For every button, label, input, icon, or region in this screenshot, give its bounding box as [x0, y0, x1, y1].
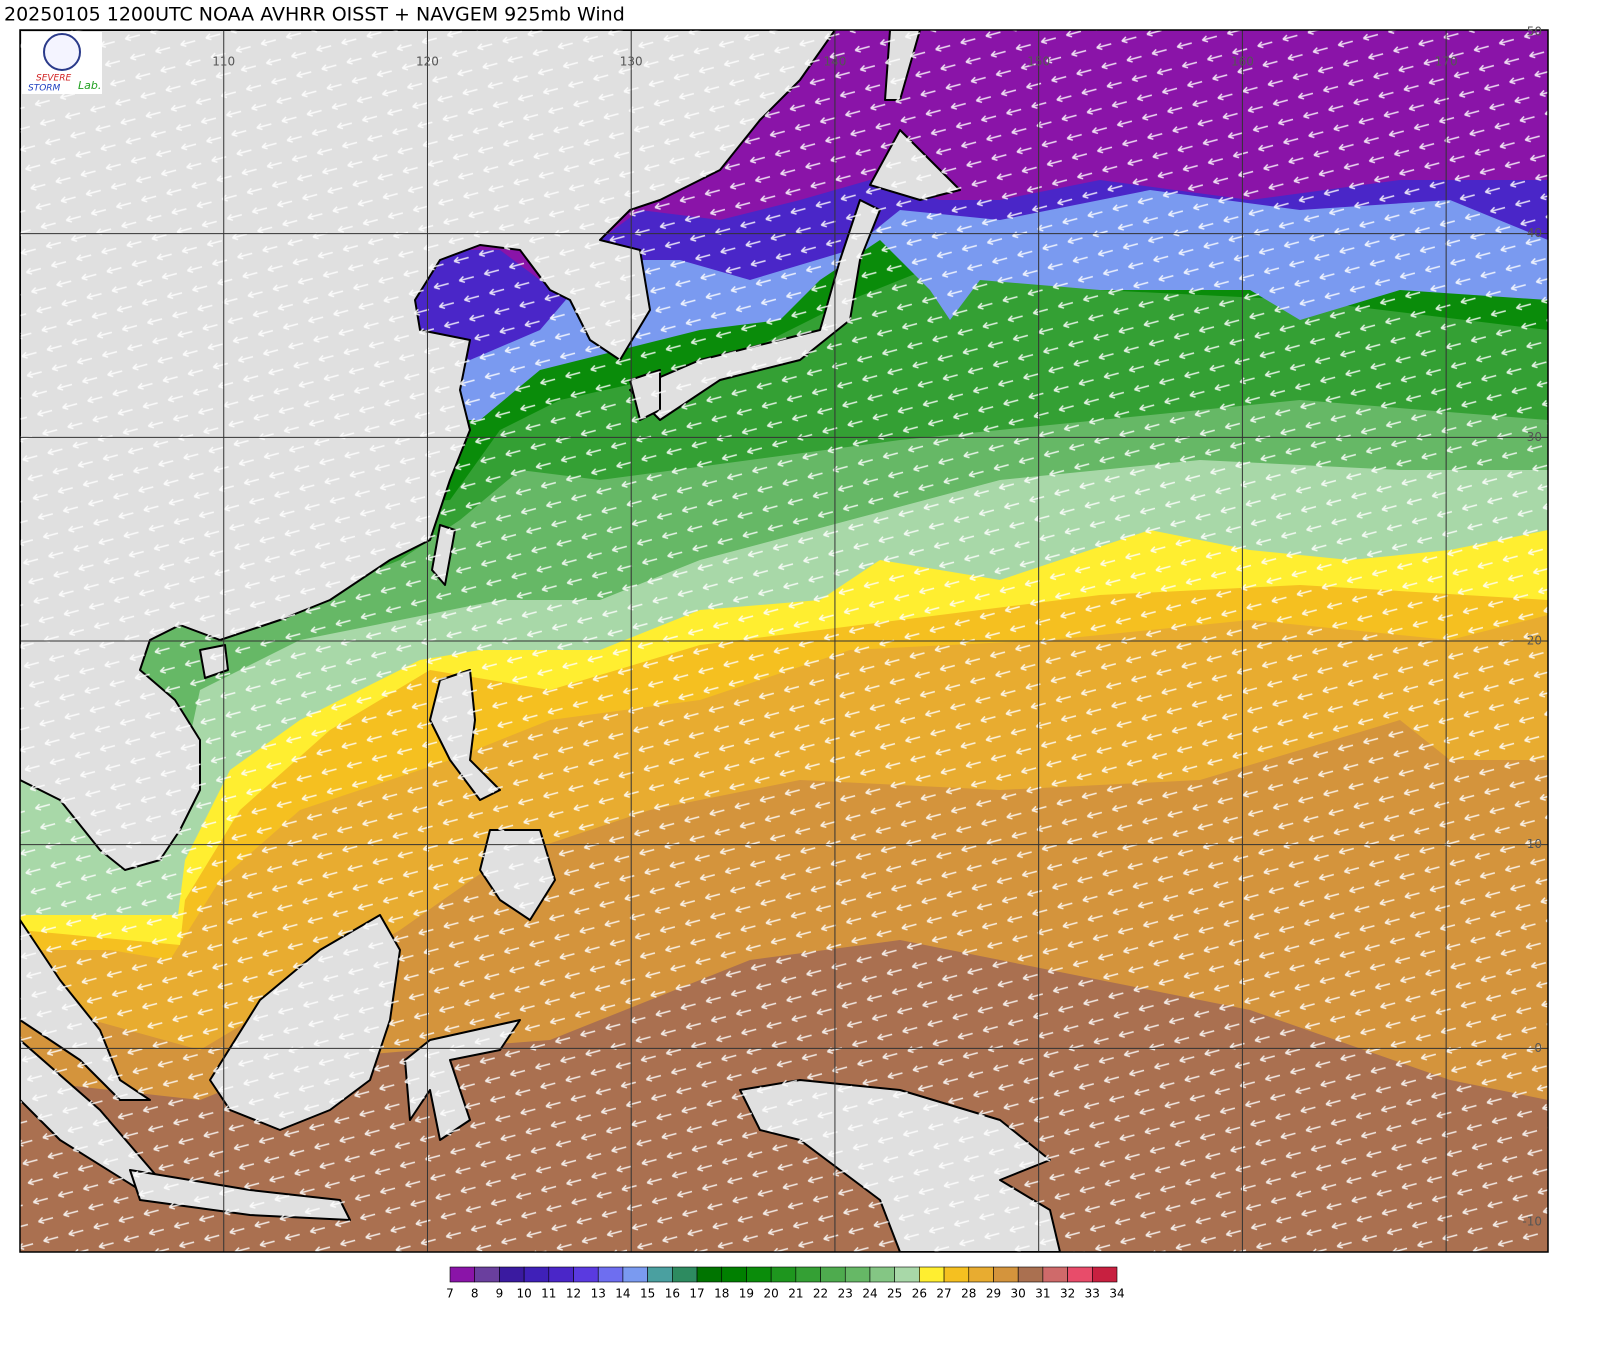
colorbar-label: 15: [640, 1287, 655, 1301]
lat-label: 0: [1534, 1041, 1542, 1055]
lat-label: 50: [1527, 25, 1542, 39]
colorbar-label: 31: [1035, 1287, 1050, 1301]
colorbar-swatch: [1042, 1266, 1068, 1283]
colorbar-label: 30: [1011, 1287, 1026, 1301]
colorbar-label: 8: [471, 1287, 479, 1301]
colorbar-swatch: [647, 1266, 673, 1283]
colorbar-label: 21: [788, 1287, 803, 1301]
colorbar-swatch: [672, 1266, 698, 1283]
colorbar-label: 23: [838, 1287, 853, 1301]
map-title: 20250105 1200UTC NOAA AVHRR OISST + NAVG…: [4, 4, 625, 26]
colorbar-label: 28: [961, 1287, 976, 1301]
lat-label: 20: [1527, 634, 1542, 648]
logo-text: SEVERE: [36, 74, 71, 84]
colorbar-swatch: [993, 1266, 1019, 1283]
map-area: [20, 30, 1548, 1252]
colorbar-label: 10: [516, 1287, 531, 1301]
lon-label: 120: [416, 55, 439, 69]
lat-label: 40: [1527, 226, 1542, 240]
colorbar-swatch: [696, 1266, 723, 1283]
colorbar-swatch: [1017, 1266, 1044, 1283]
colorbar-swatch: [548, 1266, 574, 1283]
colorbar-swatch: [919, 1266, 945, 1283]
colorbar-swatch: [820, 1266, 846, 1283]
colorbar-label: 13: [591, 1287, 606, 1301]
colorbar-label: 11: [541, 1287, 556, 1301]
lon-label: 170: [1435, 55, 1458, 69]
colorbar-swatch: [573, 1266, 599, 1283]
lat-label: -10: [1522, 1215, 1542, 1229]
logo: SEVERE STORM Lab.: [22, 32, 102, 94]
colorbar-swatch: [1067, 1266, 1093, 1283]
colorbar-label: 29: [986, 1287, 1001, 1301]
colorbar-swatch: [721, 1266, 747, 1283]
colorbar-swatch: [844, 1266, 871, 1283]
colorbar-swatch: [869, 1266, 895, 1283]
lon-label: 140: [823, 55, 846, 69]
colorbar-swatch: [523, 1266, 550, 1283]
colorbar-swatch: [943, 1266, 970, 1283]
lon-label: 130: [620, 55, 643, 69]
colorbar-label: 19: [739, 1287, 754, 1301]
colorbar-swatch: [597, 1266, 624, 1283]
colorbar-label: 22: [813, 1287, 828, 1301]
colorbar-label: 12: [566, 1287, 581, 1301]
colorbar-swatch: [449, 1266, 476, 1283]
colorbar-swatch: [499, 1266, 525, 1283]
coordinate-labels: 110 120 130 140 150 160 170 50 40 30 20 10 0 -10: [212, 25, 1542, 1229]
colorbar-label: 33: [1085, 1287, 1100, 1301]
colorbar-label: 25: [887, 1287, 902, 1301]
colorbar-swatch: [894, 1266, 920, 1283]
colorbar-swatch: [746, 1266, 772, 1283]
colorbar-label: 32: [1060, 1287, 1075, 1301]
colorbar-label: 26: [912, 1287, 927, 1301]
colorbar-swatch: [968, 1266, 994, 1283]
logo-emblem: [43, 33, 81, 71]
colorbar-label: 18: [714, 1287, 729, 1301]
colorbar-label: 17: [689, 1287, 704, 1301]
lon-label: 160: [1231, 55, 1254, 69]
colorbar-label: 7: [446, 1287, 454, 1301]
colorbar-swatch: [474, 1266, 500, 1283]
lon-label: 150: [1027, 55, 1050, 69]
lat-label: 30: [1527, 430, 1542, 444]
colorbar-label: 24: [862, 1287, 877, 1301]
lat-label: 10: [1527, 837, 1542, 851]
colorbar-label: 14: [615, 1287, 630, 1301]
colorbar-label: 27: [936, 1287, 951, 1301]
colorbar-label: 16: [665, 1287, 680, 1301]
colorbar-swatch: [795, 1266, 821, 1283]
colorbar-label: 34: [1109, 1287, 1124, 1301]
colorbar-label: 20: [764, 1287, 779, 1301]
colorbar-swatch: [622, 1266, 648, 1283]
colorbar-label: 9: [496, 1287, 504, 1301]
colorbar: 7 8 9 10 11 12 13 14 15 16 17 18 19 20 21 22 23 24 25 26 27 2…: [446, 1266, 1125, 1301]
lon-label: 110: [212, 55, 235, 69]
colorbar-swatch: [1091, 1266, 1118, 1283]
map-frame: [19, 29, 1549, 1253]
logo-text: STORM: [28, 84, 61, 94]
graticule: [20, 30, 1548, 1252]
colorbar-swatch: [770, 1266, 797, 1283]
logo-text: Lab.: [78, 79, 101, 92]
